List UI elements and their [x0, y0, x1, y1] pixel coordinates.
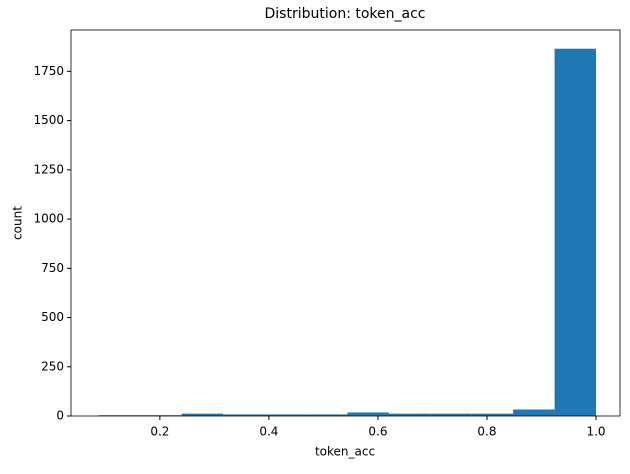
bar [223, 414, 265, 416]
x-axis-label: token_acc [315, 445, 375, 459]
y-tick-label: 0 [56, 409, 64, 423]
bar [181, 413, 224, 416]
y-tick-label: 750 [41, 261, 64, 275]
bar [347, 412, 389, 416]
x-tick-label: 0.6 [368, 425, 387, 439]
bar [430, 413, 472, 416]
y-tick-label: 1500 [33, 113, 64, 127]
y-tick-label: 500 [41, 310, 64, 324]
bar [513, 409, 555, 416]
y-tick-label: 250 [41, 359, 64, 373]
x-tick-label: 0.8 [477, 425, 496, 439]
bar [554, 48, 597, 417]
y-tick-label: 1750 [33, 64, 64, 78]
bar [305, 414, 348, 416]
bar [471, 413, 514, 416]
y-axis-label: count [11, 206, 25, 240]
x-tick-label: 0.2 [150, 425, 169, 439]
x-tick-label: 1.0 [586, 425, 605, 439]
bar [388, 413, 431, 416]
y-tick-label: 1250 [33, 162, 64, 176]
chart-title: Distribution: token_acc [265, 6, 426, 22]
x-tick-label: 0.4 [259, 425, 278, 439]
bar [264, 414, 306, 416]
y-tick-label: 1000 [33, 212, 64, 226]
plot-frame [70, 29, 621, 417]
